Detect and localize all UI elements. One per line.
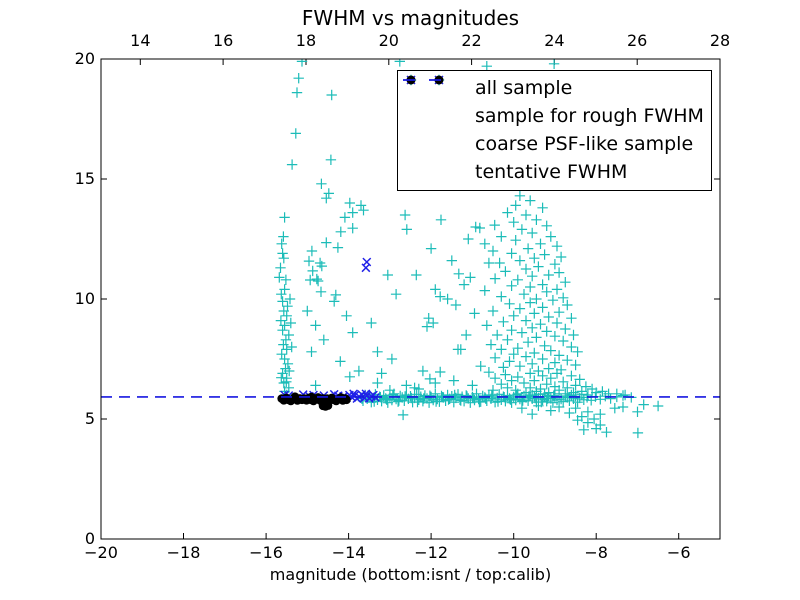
x-tick-label-bottom: −10	[496, 543, 531, 562]
x-tick-label-top: 14	[130, 31, 151, 50]
x-tick-label-bottom: −14	[331, 543, 366, 562]
x-tick-label-top: 22	[461, 31, 482, 50]
x-tick-label-bottom: −6	[666, 543, 691, 562]
x-tick-label-top: 20	[378, 31, 399, 50]
x-marker-icon	[406, 75, 466, 125]
y-tick-label: 20	[74, 49, 95, 68]
dot-marker-icon	[406, 75, 466, 154]
dashed-line-icon	[403, 79, 466, 182]
series-x	[280, 257, 380, 404]
legend-label: tentative FWHM	[475, 161, 628, 184]
y-tick-label: 10	[74, 289, 95, 308]
legend-label: sample for rough FWHM	[475, 104, 704, 127]
chart-title: FWHM vs magnitudes	[301, 6, 520, 30]
y-tick-label: 15	[74, 169, 95, 188]
plot-border	[100, 58, 721, 540]
x-tick-label-bottom: −12	[414, 543, 448, 562]
x-tick-label-bottom: −8	[584, 543, 608, 562]
x-axis-label: magnitude (bottom:isnt / top:calib)	[269, 565, 552, 584]
legend: all sample sample for rough FWHM coarse …	[397, 70, 712, 191]
y-tick-label: 0	[84, 529, 95, 548]
x-tick-label-bottom: −20	[84, 543, 118, 562]
x-tick-label-top: 18	[295, 31, 317, 50]
x-tick-label-top: 28	[709, 31, 731, 50]
x-tick-label-bottom: −16	[249, 543, 283, 562]
x-tick-label-top: 24	[544, 31, 565, 50]
x-tick-label-top: 16	[212, 31, 234, 50]
series-dot	[277, 392, 351, 411]
legend-item-rough-fwhm: sample for rough FWHM	[406, 75, 705, 130]
legend-label: coarse PSF-like sample	[475, 133, 694, 156]
legend-item-coarse-psf: coarse PSF-like sample	[406, 75, 705, 158]
x-tick-label-top: 26	[627, 31, 648, 50]
x-tick-label-bottom: −18	[166, 543, 201, 562]
legend-label: all sample	[475, 76, 573, 99]
legend-item-tentative-fwhm: tentative FWHM	[403, 79, 705, 186]
y-tick-label: 5	[84, 409, 95, 428]
